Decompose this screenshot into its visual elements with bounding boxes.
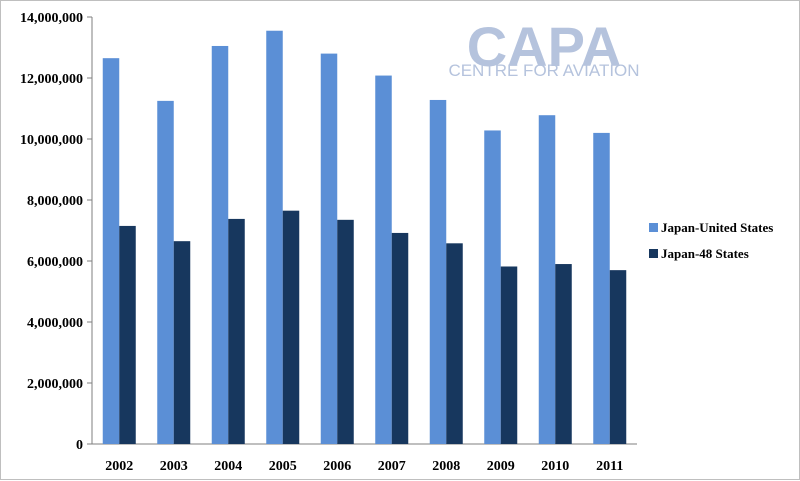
bar-japan-48-states	[282, 210, 300, 444]
y-tick-label: 12,000,000	[20, 72, 83, 87]
bar-japan-united-states	[375, 75, 392, 444]
y-tick-label: 4,000,000	[27, 316, 83, 331]
x-tick-label: 2007	[378, 459, 406, 474]
bar-japan-united-states	[429, 99, 447, 445]
y-tick-label: 2,000,000	[27, 377, 83, 392]
x-tick-label: 2005	[269, 459, 297, 474]
watermark-logo: CAPA CENTRE FOR AVIATION	[448, 15, 639, 80]
x-tick-label: 2002	[105, 459, 133, 474]
bar-japan-united-states	[157, 100, 174, 444]
x-tick-label: 2011	[596, 459, 623, 474]
bar-japan-united-states	[484, 130, 501, 444]
watermark-main: CAPA	[467, 15, 622, 78]
bar-japan-48-states	[500, 266, 518, 444]
bar-japan-48-states	[555, 264, 572, 444]
bar-japan-united-states	[538, 115, 556, 445]
legend-label: Japan-48 States	[661, 246, 749, 261]
x-tick-label: 2010	[541, 459, 569, 474]
watermark-sub: CENTRE FOR AVIATION	[448, 61, 639, 80]
bar-japan-united-states	[102, 58, 120, 445]
y-tick-label: 10,000,000	[20, 133, 83, 148]
y-tick-label: 8,000,000	[27, 194, 83, 209]
x-axis: 2002 2003 2004 2005 2006 2007 2008 2009 2010 2011	[92, 443, 637, 474]
bar-japan-48-states	[228, 218, 245, 444]
bar-japan-united-states	[320, 53, 338, 444]
bar-japan-united-states	[211, 45, 229, 444]
bar-japan-48-states	[337, 219, 354, 444]
bar-japan-48-states	[391, 232, 409, 444]
legend-swatch	[649, 223, 658, 232]
y-tick-label: 0	[76, 438, 83, 453]
bar-japan-united-states	[266, 30, 283, 444]
x-tick-label: 2004	[214, 459, 242, 474]
bars	[102, 30, 627, 445]
y-axis: 0 2,000,000 4,000,000 6,000,000 8,000,000 10,…	[20, 11, 93, 453]
x-tick-label: 2003	[160, 459, 188, 474]
x-tick-label: 2008	[432, 459, 460, 474]
bar-japan-48-states	[173, 241, 191, 444]
legend-label: Japan-United States	[661, 220, 773, 235]
legend-swatch	[649, 249, 658, 258]
bar-japan-48-states	[609, 270, 627, 444]
x-tick-label: 2009	[487, 459, 515, 474]
bar-japan-united-states	[593, 132, 610, 444]
legend: Japan-United States Japan-48 States	[649, 220, 773, 261]
y-tick-label: 6,000,000	[27, 255, 83, 270]
x-tick-label: 2006	[323, 459, 351, 474]
y-tick-label: 14,000,000	[20, 11, 83, 26]
bar-japan-48-states	[446, 243, 463, 444]
bar-japan-48-states	[119, 225, 136, 444]
